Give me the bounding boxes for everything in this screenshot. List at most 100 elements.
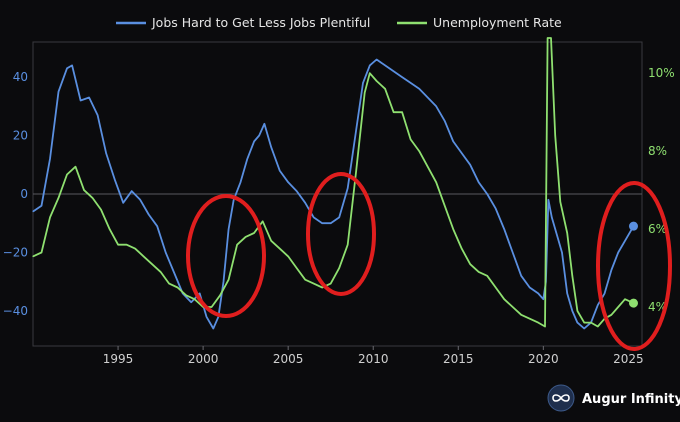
highlight-circle-2001 bbox=[186, 194, 266, 318]
data-point bbox=[376, 80, 378, 82]
data-point bbox=[148, 213, 150, 216]
data-point bbox=[114, 178, 116, 180]
data-point bbox=[228, 228, 230, 230]
y-right-tick-label: 10% bbox=[648, 66, 675, 80]
data-point bbox=[537, 322, 539, 324]
data-point bbox=[393, 70, 395, 72]
data-point bbox=[239, 181, 242, 183]
data-point bbox=[376, 58, 378, 61]
data-point bbox=[122, 202, 124, 204]
data-point bbox=[338, 216, 340, 218]
data-point bbox=[478, 181, 480, 183]
data-point bbox=[270, 146, 272, 148]
data-point bbox=[74, 166, 77, 168]
data-point bbox=[544, 325, 546, 328]
data-point bbox=[253, 140, 255, 142]
data-point bbox=[40, 205, 43, 207]
data-point bbox=[338, 267, 340, 269]
data-point bbox=[49, 216, 51, 218]
data-point bbox=[49, 158, 51, 160]
x-tick-label: 2000 bbox=[188, 352, 219, 366]
data-point bbox=[176, 286, 179, 289]
data-point bbox=[151, 263, 153, 265]
data-point bbox=[194, 298, 196, 300]
data-point bbox=[80, 99, 82, 102]
data-point bbox=[139, 199, 141, 201]
highlight-annotations bbox=[186, 172, 672, 351]
data-point bbox=[546, 37, 549, 39]
y-left-tick-label: 40 bbox=[13, 70, 28, 84]
data-point bbox=[330, 222, 332, 224]
y-right-tick-label: 6% bbox=[648, 222, 667, 236]
data-point bbox=[566, 292, 568, 294]
data-point bbox=[66, 173, 68, 176]
data-point bbox=[32, 255, 34, 257]
data-point bbox=[583, 327, 585, 330]
data-point bbox=[624, 240, 626, 242]
data-point bbox=[617, 306, 619, 308]
data-point bbox=[258, 134, 260, 137]
y-left-tick-label: −40 bbox=[3, 304, 28, 318]
data-point bbox=[556, 234, 558, 236]
data-point bbox=[321, 286, 323, 289]
data-point bbox=[512, 306, 514, 308]
data-point bbox=[520, 275, 522, 277]
data-point bbox=[330, 283, 332, 285]
data-point bbox=[190, 301, 192, 303]
data-point bbox=[583, 322, 585, 324]
data-point bbox=[571, 275, 573, 277]
legend-label-jobs: Jobs Hard to Get Less Jobs Plentiful bbox=[151, 15, 370, 30]
legend-label-unemployment: Unemployment Rate bbox=[433, 15, 562, 30]
data-point bbox=[576, 310, 578, 312]
data-point bbox=[117, 244, 119, 246]
data-point bbox=[520, 314, 522, 316]
data-point bbox=[410, 82, 412, 84]
data-point bbox=[71, 64, 73, 66]
data-point bbox=[478, 271, 480, 273]
series-end-marker bbox=[628, 221, 638, 231]
data-point bbox=[40, 251, 43, 254]
data-point bbox=[304, 279, 306, 281]
x-tick-label: 2010 bbox=[358, 352, 389, 366]
series-end-marker bbox=[628, 298, 638, 308]
data-point bbox=[571, 310, 573, 312]
data-point bbox=[159, 271, 162, 273]
data-point bbox=[347, 187, 349, 189]
y-left-tick-label: 20 bbox=[13, 129, 28, 143]
data-point bbox=[219, 294, 221, 296]
data-point bbox=[435, 181, 437, 183]
data-point bbox=[57, 91, 60, 93]
data-point bbox=[262, 220, 264, 222]
data-point bbox=[134, 247, 136, 250]
data-point bbox=[156, 225, 158, 227]
data-point bbox=[597, 304, 599, 306]
data-point bbox=[418, 150, 420, 152]
data-point bbox=[384, 88, 386, 90]
data-point bbox=[452, 228, 454, 230]
data-point bbox=[105, 152, 107, 154]
x-tick-label: 2015 bbox=[443, 352, 474, 366]
data-point bbox=[537, 292, 539, 294]
data-point bbox=[236, 244, 238, 246]
data-point bbox=[512, 251, 514, 254]
x-tick-label: 1995 bbox=[103, 352, 134, 366]
x-tick-label: 2025 bbox=[613, 352, 644, 366]
data-point bbox=[304, 202, 306, 204]
data-point bbox=[246, 158, 248, 160]
data-point bbox=[469, 164, 471, 166]
data-point bbox=[108, 228, 111, 230]
data-point bbox=[173, 272, 175, 274]
data-point bbox=[125, 244, 128, 246]
data-point bbox=[279, 247, 281, 250]
data-point bbox=[503, 228, 505, 230]
data-point bbox=[401, 111, 403, 113]
data-point bbox=[233, 199, 235, 201]
data-point bbox=[603, 292, 606, 294]
series-layer bbox=[32, 37, 638, 330]
x-tick-label: 2020 bbox=[528, 352, 559, 366]
data-point bbox=[245, 236, 247, 238]
data-point bbox=[369, 64, 371, 66]
data-point bbox=[131, 190, 133, 192]
data-point bbox=[313, 216, 315, 218]
